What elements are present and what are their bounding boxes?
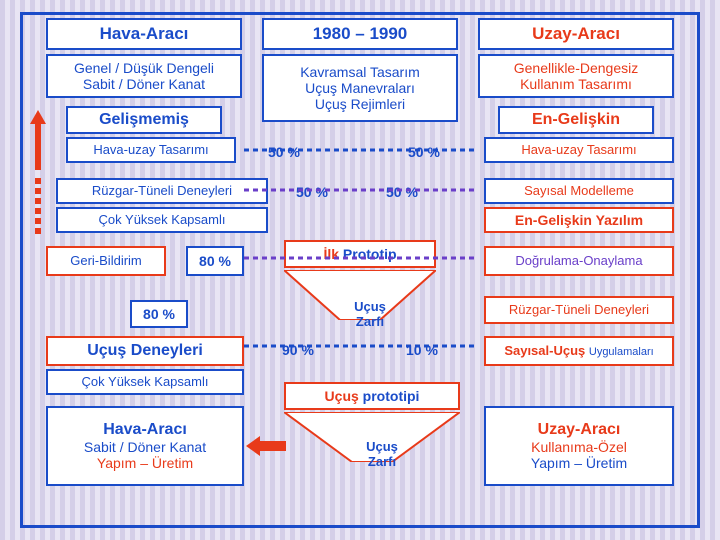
ruzgar-l-label: Rüzgar-Tüneli Deneyleri	[92, 184, 232, 199]
pct-80-box1: 80 %	[186, 246, 244, 276]
up-arrow-left-1-icon	[30, 110, 46, 170]
ruzgar-r-box: Rüzgar-Tüneli Deneyleri	[484, 296, 674, 324]
uzay-araci-label: Uzay-Aracı	[532, 24, 620, 44]
bottom-right-box: Uzay-Aracı Kullanıma-Özel Yapım – Üretim	[484, 406, 674, 486]
hava-araci-box: Hava-Aracı	[46, 18, 242, 50]
dogrulama-label: Doğrulama-Onaylama	[515, 254, 642, 269]
geri-bildirim-box: Geri-Bildirim	[46, 246, 166, 276]
dogrulama-box: Doğrulama-Onaylama	[484, 246, 674, 276]
genellikle-box: Genellikle-Dengesiz Kullanım Tasarımı	[478, 54, 674, 98]
cokyuksek1-box: Çok Yüksek Kapsamlı	[56, 207, 268, 233]
engeliskin-label: En-Gelişkin	[532, 111, 620, 129]
ucus-zarfi-2-label: Uçuş Zarfı	[366, 439, 398, 469]
kullanima-ozel-label: Kullanıma-Özel	[531, 439, 627, 455]
pct-80-1: 80 %	[199, 253, 231, 269]
hava-uzay-r-label: Hava-uzay Tasarımı	[521, 143, 636, 158]
sayisal-ucus-box: Sayısal-Uçuş Uygulamaları	[484, 336, 674, 366]
hava-araci-label: Hava-Aracı	[100, 24, 189, 44]
gelismemis-label: Gelişmemiş	[99, 111, 189, 129]
ucus-prototipi-label: Uçuş prototipi	[325, 388, 420, 404]
engeliskin-box: En-Gelişkin	[498, 106, 654, 134]
cokyuksek1-label: Çok Yüksek Kapsamlı	[99, 213, 226, 228]
kavramsal-box: Kavramsal Tasarım Uçuş Manevraları Uçuş …	[262, 54, 458, 122]
pct-80-box2: 80 %	[130, 300, 188, 328]
genellikle-label: Genellikle-Dengesiz Kullanım Tasarımı	[514, 60, 639, 92]
ruzgar-r-label: Rüzgar-Tüneli Deneyleri	[509, 303, 649, 318]
cokyuksek2-box: Çok Yüksek Kapsamlı	[46, 369, 244, 395]
connectors-icon	[244, 130, 476, 390]
period-box: 1980 – 1990	[262, 18, 458, 50]
uzay-araci-box: Uzay-Aracı	[478, 18, 674, 50]
yapim-uretim-r-label: Yapım – Üretim	[531, 455, 627, 471]
geri-bildirim-label: Geri-Bildirim	[70, 254, 142, 269]
hava-araci-2-label: Hava-Aracı	[103, 421, 187, 439]
sayisal-model-label: Sayısal Modelleme	[524, 184, 634, 199]
ucus-deneyleri-box: Uçuş Deneyleri	[46, 336, 244, 366]
hava-uzay-r-box: Hava-uzay Tasarımı	[484, 137, 674, 163]
period-label: 1980 – 1990	[313, 24, 408, 44]
ucus-deneyleri-label: Uçuş Deneyleri	[87, 342, 203, 360]
hava-uzay-l-box: Hava-uzay Tasarımı	[66, 137, 236, 163]
pct-80-2: 80 %	[143, 306, 175, 322]
engeliskin-yazilim-label: En-Gelişkin Yazılım	[515, 212, 643, 228]
ruzgar-l-box: Rüzgar-Tüneli Deneyleri	[56, 178, 268, 204]
sayisal-ucus-label: Sayısal-Uçuş Uygulamaları	[504, 344, 653, 359]
sabit-doner-label: Sabit / Döner Kanat	[84, 439, 206, 455]
uzay-araci-2-label: Uzay-Aracı	[538, 421, 621, 439]
kavramsal-label: Kavramsal Tasarım Uçuş Manevraları Uçuş …	[300, 64, 420, 112]
yapim-uretim-l-label: Yapım – Üretim	[97, 455, 193, 471]
sayisal-model-box: Sayısal Modelleme	[484, 178, 674, 204]
genel-box: Genel / Düşük Dengeli Sabit / Döner Kana…	[46, 54, 242, 98]
cokyuksek2-label: Çok Yüksek Kapsamlı	[82, 375, 209, 390]
genel-label: Genel / Düşük Dengeli Sabit / Döner Kana…	[74, 60, 214, 92]
ucus-zarfi-2-box: Uçuş Zarfı	[342, 424, 422, 460]
bottom-left-box: Hava-Aracı Sabit / Döner Kanat Yapım – Ü…	[46, 406, 244, 486]
gelismemis-box: Gelişmemiş	[66, 106, 222, 134]
engeliskin-yazilim-box: En-Gelişkin Yazılım	[484, 207, 674, 233]
up-arrow-left-2-icon	[30, 178, 46, 238]
red-left-arrow-icon	[246, 436, 286, 456]
hava-uzay-l-label: Hava-uzay Tasarımı	[93, 143, 208, 158]
